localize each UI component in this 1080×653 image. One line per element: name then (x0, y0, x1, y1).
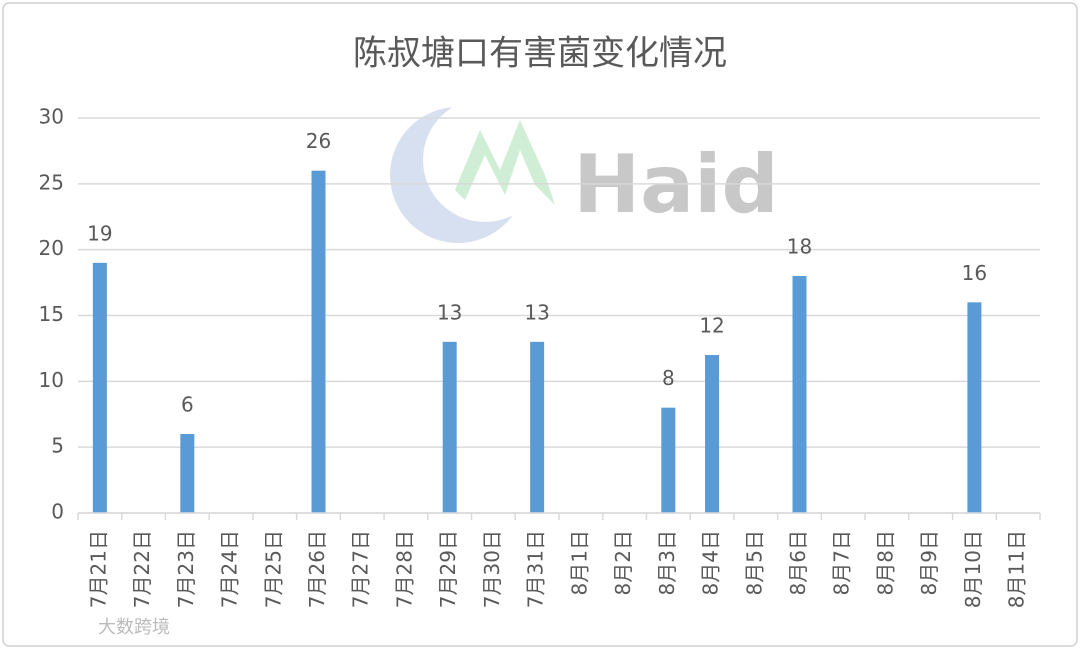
x-tick-label: 7月25日 (261, 530, 285, 608)
bar (792, 276, 807, 513)
bar (180, 434, 195, 513)
bar (92, 262, 107, 513)
data-label: 8 (662, 366, 675, 390)
data-label: 13 (524, 300, 549, 324)
x-tick-label: 8月4日 (699, 530, 723, 595)
x-tick-label: 7月26日 (305, 530, 329, 608)
x-tick-label: 7月21日 (86, 530, 110, 608)
watermark-logo (390, 98, 555, 243)
x-tick-label: 8月9日 (917, 530, 941, 595)
x-tick-label: 8月3日 (655, 530, 679, 595)
x-tick-label: 7月29日 (436, 530, 460, 608)
bar (705, 355, 720, 513)
bar (530, 341, 545, 513)
x-tick-label: 8月2日 (611, 530, 635, 595)
x-tick-label: 7月22日 (130, 530, 154, 608)
y-tick-label: 10 (39, 368, 64, 392)
data-label: 12 (699, 314, 724, 338)
bar (967, 302, 982, 513)
x-tick-label: 8月1日 (567, 530, 591, 595)
data-label: 19 (87, 221, 112, 245)
y-tick-label: 15 (39, 302, 64, 326)
data-label: 16 (962, 261, 987, 285)
x-tick-label: 8月7日 (830, 530, 854, 595)
y-tick-label: 20 (39, 236, 64, 260)
y-tick-label: 30 (39, 105, 64, 129)
data-label: 6 (181, 393, 194, 417)
chart-title: 陈叔塘口有害菌变化情况 (353, 34, 727, 74)
x-tick-label: 7月31日 (524, 530, 548, 608)
bar (311, 170, 326, 513)
x-tick-label: 8月11日 (1005, 530, 1029, 608)
x-tick-label: 7月30日 (480, 530, 504, 608)
data-label: 26 (306, 129, 331, 153)
x-tick-label: 8月6日 (786, 530, 810, 595)
x-tick-label: 7月27日 (349, 530, 373, 608)
x-tick-label: 8月10日 (961, 530, 985, 608)
bar (442, 341, 457, 513)
data-label: 18 (787, 235, 812, 259)
y-tick-label: 0 (51, 500, 64, 524)
x-tick-label: 7月23日 (174, 530, 198, 608)
x-tick-label: 7月24日 (218, 530, 242, 608)
bar (661, 407, 676, 513)
y-tick-label: 5 (51, 434, 64, 458)
x-tick-label: 8月5日 (742, 530, 766, 595)
x-tick-label: 8月8日 (873, 530, 897, 595)
data-label: 13 (437, 300, 462, 324)
y-tick-label: 25 (39, 170, 64, 194)
x-tick-label: 7月28日 (392, 530, 416, 608)
source-mark: 大数跨境 (98, 617, 170, 638)
